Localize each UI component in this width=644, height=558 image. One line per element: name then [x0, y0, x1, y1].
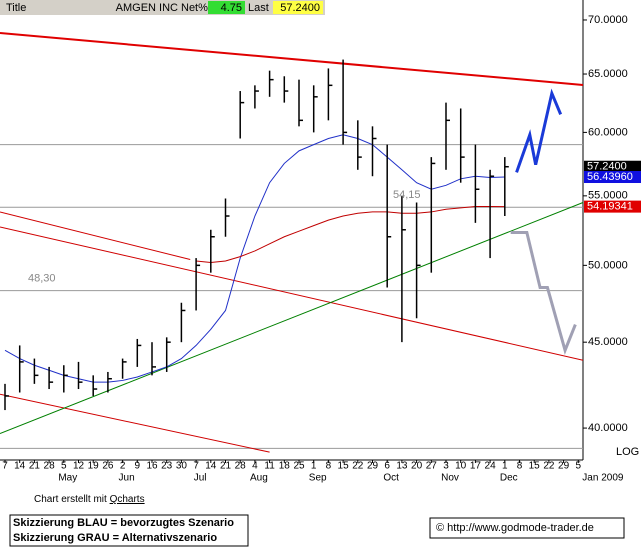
trendline	[0, 393, 270, 453]
month-label: Jun	[119, 473, 135, 484]
month-label: May	[58, 473, 77, 484]
month-label: Oct	[383, 473, 399, 484]
x-tick-label: 4	[252, 461, 258, 472]
month-label: Aug	[250, 473, 268, 484]
x-tick-label: 19	[88, 461, 100, 472]
trendline	[0, 32, 584, 86]
y-tick-label: 50.0000	[588, 259, 628, 271]
month-label: Sep	[309, 473, 327, 484]
x-tick-label: 1	[311, 461, 317, 472]
credit-link[interactable]: Qcharts	[110, 494, 145, 505]
month-label: Jan 2009	[582, 473, 624, 484]
copyright-box	[429, 517, 625, 539]
x-tick-label: 27	[426, 461, 438, 472]
x-tick-label: 17	[470, 461, 482, 472]
x-tick-label: 21	[29, 461, 41, 472]
x-tick-label: 15	[529, 461, 541, 472]
price-tag-label: 56.43960	[587, 171, 633, 183]
x-tick-label: 14	[205, 461, 217, 472]
x-tick-label: 21	[220, 461, 232, 472]
x-tick-label: 23	[161, 461, 173, 472]
x-tick-label: 22	[543, 461, 555, 472]
credit: Chart erstellt mit Qcharts	[34, 494, 145, 505]
scenario-path	[510, 231, 577, 355]
level-label: 54,15	[393, 189, 421, 201]
header-last-label: Last	[248, 2, 269, 14]
header-net: 4.75	[221, 2, 242, 14]
level-label: 48,30	[28, 272, 56, 284]
legend-blue: Skizzierung BLAU = bevorzugtes Szenario	[13, 517, 234, 529]
price-tag	[584, 200, 641, 213]
x-tick-label: 30	[176, 461, 188, 472]
legend-box	[9, 514, 249, 547]
y-tick-label: 60.0000	[588, 126, 628, 138]
y-tick-label: 55.0000	[588, 190, 628, 202]
x-tick-label: 5	[61, 461, 67, 472]
x-tick-label: 14	[14, 461, 26, 472]
scenario-path	[515, 88, 563, 173]
x-tick-label: 12	[73, 461, 85, 472]
x-tick-label: 7	[193, 461, 199, 472]
x-tick-label: 1	[502, 461, 508, 472]
x-tick-label: 15	[338, 461, 350, 472]
x-tick-label: 18	[279, 461, 291, 472]
last-box	[273, 1, 323, 14]
y-tick-label: 40.0000	[588, 422, 628, 434]
price-tag-label: 54.19341	[587, 201, 633, 213]
copyright[interactable]: © http://www.godmode-trader.de	[436, 522, 594, 534]
moving-average	[4, 134, 505, 383]
x-tick-label: 10	[455, 461, 467, 472]
net-box	[208, 1, 245, 14]
header-net-label: Net%	[181, 2, 208, 14]
moving-average	[196, 206, 505, 263]
x-tick-label: 22	[352, 461, 364, 472]
price-tag	[584, 171, 641, 184]
trendline	[0, 211, 191, 261]
x-tick-label: 9	[135, 461, 141, 472]
price-tag	[584, 160, 641, 173]
x-tick-label: 29	[367, 461, 379, 472]
month-label: Nov	[441, 473, 459, 484]
x-tick-label: 7	[2, 461, 8, 472]
x-tick-label: 25	[293, 461, 305, 472]
x-tick-label: 5	[576, 461, 582, 472]
y-tick-label: 65.0000	[588, 68, 628, 80]
header-symbol: AMGEN INC	[116, 2, 178, 14]
x-tick-label: 8	[517, 461, 523, 472]
legend-gray: Skizzierung GRAU = Alternativszenario	[13, 532, 217, 544]
y-tick-label: 45.0000	[588, 336, 628, 348]
x-tick-label: 28	[235, 461, 247, 472]
x-tick-label: 11	[264, 461, 275, 472]
month-label: Jul	[194, 473, 207, 484]
trendline	[0, 226, 584, 361]
month-label: Dec	[500, 473, 518, 484]
x-tick-label: 6	[384, 461, 390, 472]
x-tick-label: 29	[558, 461, 570, 472]
x-tick-label: 3	[443, 461, 449, 472]
x-tick-label: 13	[396, 461, 408, 472]
price-tag-label: 57.2400	[587, 161, 627, 173]
x-tick-label: 26	[102, 461, 114, 472]
x-tick-label: 20	[411, 461, 423, 472]
x-tick-label: 24	[485, 461, 497, 472]
trendline	[0, 202, 584, 435]
x-tick-label: 8	[326, 461, 332, 472]
x-tick-label: 16	[146, 461, 158, 472]
log-label: LOG	[616, 446, 639, 458]
header-last: 57.2400	[280, 2, 320, 14]
x-tick-label: 2	[120, 461, 126, 472]
credit-prefix: Chart erstellt mit	[34, 494, 110, 505]
x-tick-label: 28	[44, 461, 56, 472]
y-tick-label: 70.0000	[588, 14, 628, 26]
header-title: Title	[6, 2, 26, 14]
